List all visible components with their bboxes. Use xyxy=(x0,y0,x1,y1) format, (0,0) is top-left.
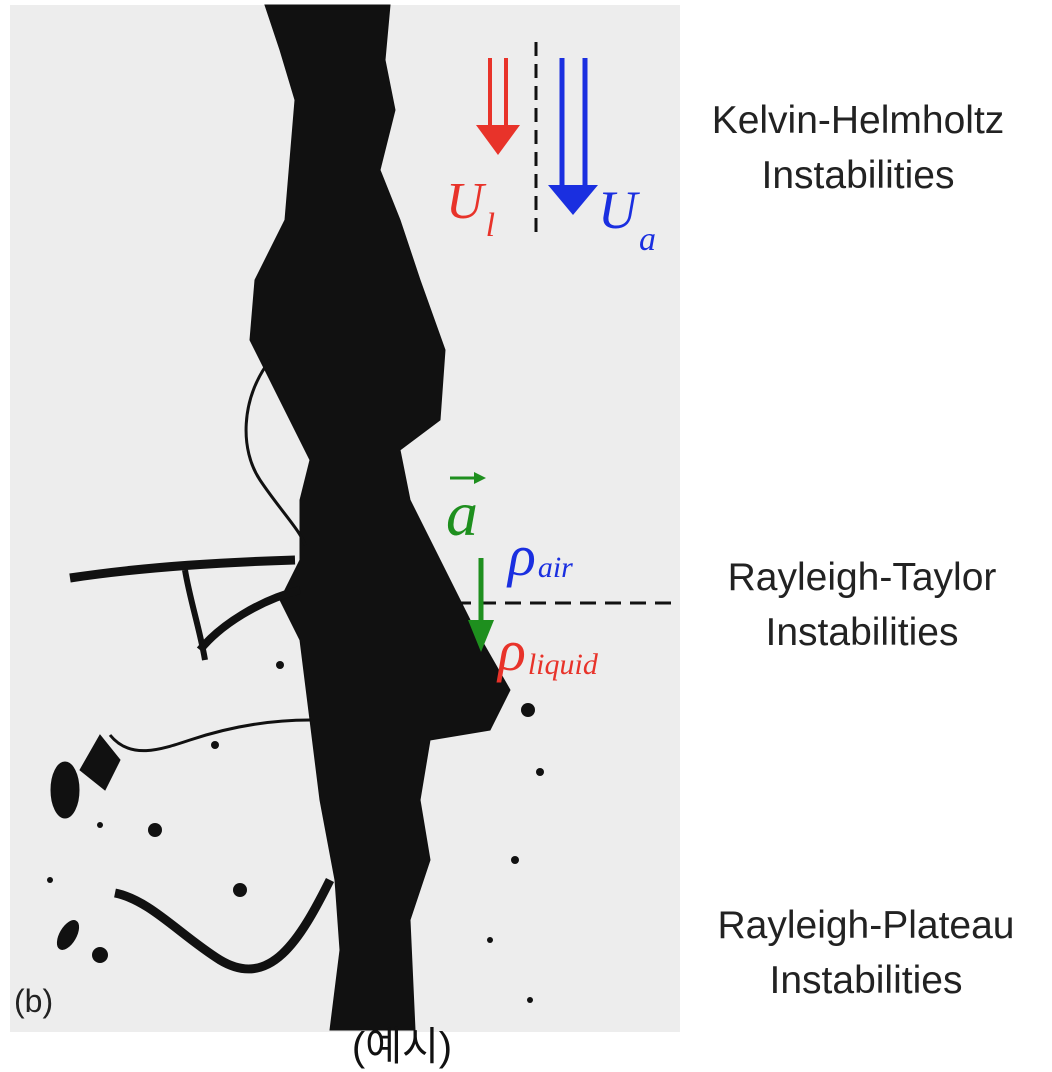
acceleration-symbol: a xyxy=(446,478,478,549)
instability-subtitle: Instabilities xyxy=(762,154,955,197)
caption: (예시) xyxy=(352,1025,452,1069)
instability-title: Kelvin-Helmholtz xyxy=(712,99,1005,142)
instability-title: Rayleigh-Plateau xyxy=(717,904,1014,947)
panel-label: (b) xyxy=(14,983,53,1019)
instability-title: Rayleigh-Taylor xyxy=(728,556,997,599)
instability-subtitle: Instabilities xyxy=(766,611,959,654)
figure: Ul Ua a ρair ρliquid Kelvin-Helmholtz In… xyxy=(0,0,1052,1072)
instability-subtitle: Instabilities xyxy=(770,959,963,1002)
